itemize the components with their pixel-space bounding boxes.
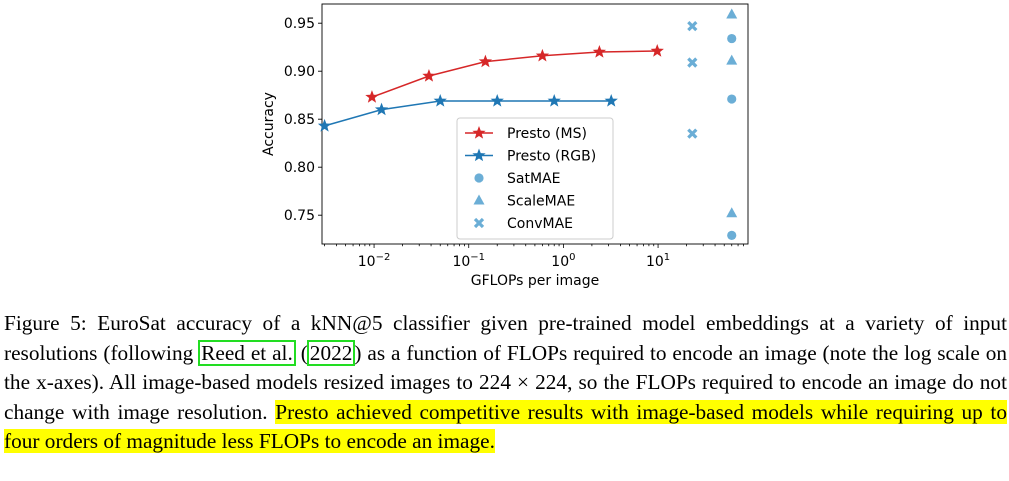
presto-ms-point xyxy=(478,54,493,68)
convmae-point xyxy=(687,128,698,139)
x-tick-label: 100 xyxy=(551,252,575,270)
presto-rgb-point xyxy=(433,93,447,107)
y-tick-label: 0.80 xyxy=(284,160,315,176)
legend-presto-rgb-marker xyxy=(472,148,486,162)
x-tick-label: 101 xyxy=(646,252,670,270)
convmae-point xyxy=(687,57,698,68)
x-tick-label: 10−1 xyxy=(452,252,485,270)
legend-scalemae-marker xyxy=(473,194,485,205)
presto-ms-point xyxy=(650,44,664,57)
presto-ms-point xyxy=(592,45,607,58)
legend-presto-rgb-label: Presto (RGB) xyxy=(507,149,596,165)
presto-rgb-point xyxy=(547,93,561,107)
scalemae-point xyxy=(726,207,738,218)
legend-scalemae-label: ScaleMAE xyxy=(507,194,575,210)
scalemae-point xyxy=(726,8,738,19)
presto-rgb-point xyxy=(604,93,618,107)
presto-ms-point xyxy=(365,90,379,103)
legend-presto-ms-label: Presto (MS) xyxy=(507,126,587,142)
caption-text-middle: as a function of FLOPs required to encod… xyxy=(4,340,1007,424)
figure-caption: Figure 5: EuroSat accuracy of a kNN@5 cl… xyxy=(4,309,1007,457)
presto-rgb-point xyxy=(490,93,504,107)
legend-satmae-label: SatMAE xyxy=(507,171,560,187)
legend-presto-ms-marker xyxy=(472,126,486,139)
citation-year-link[interactable]: 2022 xyxy=(306,339,356,366)
presto-ms-point xyxy=(422,69,436,82)
presto-rgb-line xyxy=(324,100,612,127)
satmae-point xyxy=(727,33,737,44)
y-tick-label: 0.90 xyxy=(284,64,315,80)
y-tick-label: 0.75 xyxy=(284,208,315,224)
legend-convmae-label: ConvMAE xyxy=(507,216,573,232)
citation-author-link[interactable]: Reed et al. xyxy=(198,339,296,366)
convmae-point xyxy=(687,20,698,32)
y-tick-label: 0.95 xyxy=(284,16,315,32)
citation-open: ( xyxy=(294,340,308,365)
y-axis-label: Accuracy xyxy=(261,92,277,156)
legend-satmae-marker xyxy=(474,173,484,183)
citation-close: ) xyxy=(354,340,362,365)
presto-ms-line xyxy=(371,50,658,98)
presto-rgb-point xyxy=(374,102,389,116)
presto-ms-point xyxy=(535,48,550,62)
y-tick-label: 0.85 xyxy=(284,112,315,128)
presto-rgb-point xyxy=(317,118,332,132)
legend-convmae-marker xyxy=(473,217,485,229)
legend-box xyxy=(456,117,614,240)
scalemae-point xyxy=(726,54,738,65)
x-axis-label: GFLOPs per image xyxy=(471,273,599,289)
satmae-point xyxy=(727,94,737,104)
caption-text-start: Figure 5: EuroSat accuracy of a kNN@5 cl… xyxy=(4,311,1007,365)
satmae-point xyxy=(727,230,737,240)
x-tick-label: 10−2 xyxy=(358,252,391,270)
accuracy-vs-flops-chart: 0.75 0.80 0.85 0.90 0.95 10−2 10−1 100 101 GFLOPs… xyxy=(261,3,749,289)
